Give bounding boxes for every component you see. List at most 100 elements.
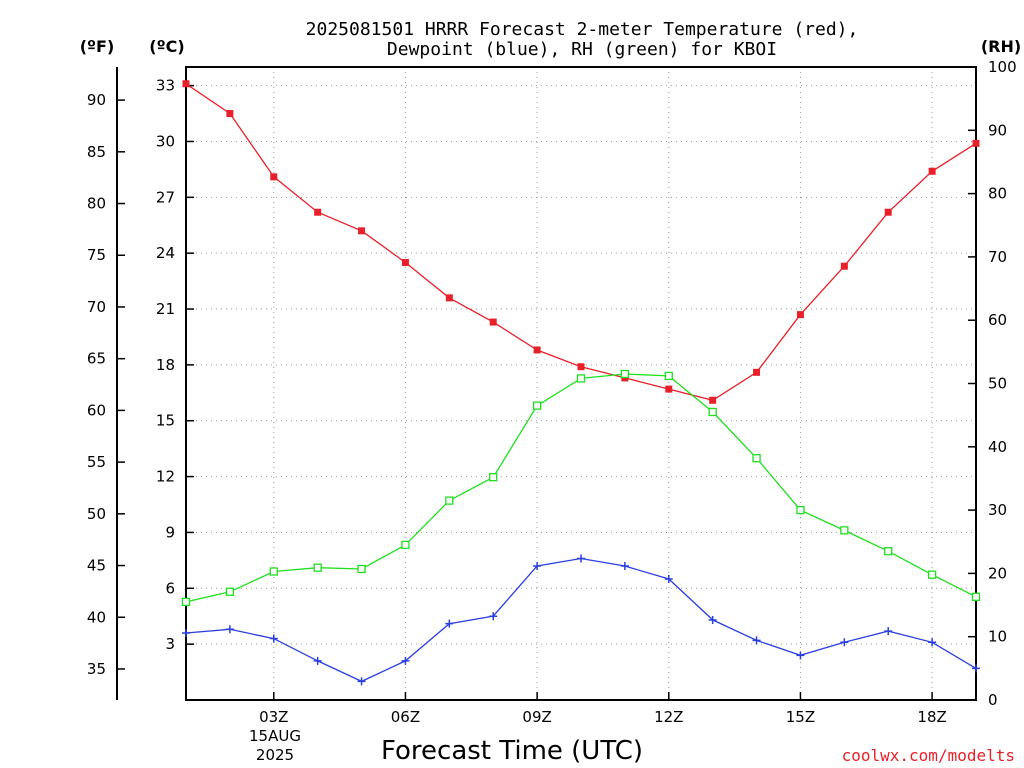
rh-tick-label: 10 — [988, 628, 1007, 646]
celsius-tick-label: 18 — [156, 356, 175, 374]
plot-frame — [185, 66, 977, 701]
dewpoint-point — [972, 664, 980, 673]
dewpoint-point — [840, 638, 849, 647]
rh-tick-label: 90 — [988, 121, 1007, 139]
x-tick-label: 09Z — [522, 708, 551, 726]
dewpoint-point — [225, 625, 234, 634]
rh-axis: 0 10 20 30 40 50 60 70 80 90 100 — [968, 58, 1017, 709]
fahrenheit-tick-label: 85 — [87, 143, 106, 161]
dewpoint-series-line — [185, 557, 977, 683]
fahrenheit-unit-label: (ºF) — [80, 37, 115, 56]
chart-title-line-2: Dewpoint (blue), RH (green) for KBOI — [387, 39, 777, 60]
rh-tick-label: 80 — [988, 185, 1007, 203]
rh-tick-label: 100 — [988, 58, 1017, 76]
fahrenheit-tick-label: 60 — [87, 401, 106, 419]
temperature-point — [401, 258, 409, 266]
rh-point — [181, 597, 191, 607]
dewpoint-point — [269, 634, 278, 643]
celsius-tick-label: 27 — [156, 188, 175, 206]
x-axis-label: Forecast Time (UTC) — [381, 736, 643, 766]
dewpoint-point — [577, 554, 585, 563]
temperature-point — [840, 262, 848, 270]
temperature-point — [445, 294, 453, 302]
rh-tick-label: 70 — [988, 248, 1007, 266]
rh-point — [357, 564, 366, 574]
series — [181, 80, 981, 686]
temperature-point — [753, 368, 761, 376]
celsius-tick-label: 24 — [156, 244, 175, 262]
temperature-series-line — [185, 83, 977, 401]
dewpoint-point — [752, 636, 761, 645]
rh-series-line — [185, 373, 977, 603]
temperature-point — [577, 363, 585, 371]
date-label-day: 15AUG — [249, 727, 301, 745]
celsius-tick-label: 21 — [156, 300, 175, 318]
grid — [186, 67, 976, 700]
rh-point — [708, 407, 717, 417]
temperature-point — [270, 173, 278, 181]
fahrenheit-tick-label: 75 — [87, 246, 106, 264]
x-tick-label: 06Z — [391, 708, 420, 726]
fahrenheit-tick-label: 40 — [87, 608, 106, 626]
rh-point — [884, 547, 893, 556]
temperature-point — [489, 318, 497, 326]
rh-tick-label: 40 — [988, 438, 1007, 456]
rh-tick-label: 20 — [988, 564, 1007, 582]
temperature-point — [226, 110, 234, 118]
rh-point — [445, 496, 454, 505]
x-tick-label: 12Z — [654, 708, 683, 726]
dewpoint-point — [664, 574, 673, 583]
rh-point — [401, 540, 410, 550]
temperature-point — [972, 139, 980, 147]
date-label-year: 2025 — [256, 746, 294, 764]
rh-tick-label: 50 — [988, 375, 1007, 393]
rh-point — [840, 526, 849, 535]
rh-point — [664, 371, 673, 381]
rh-point — [269, 567, 278, 576]
celsius-tick-label: 12 — [156, 468, 175, 486]
dewpoint-point — [182, 628, 190, 637]
dewpoint-point — [620, 561, 629, 570]
dewpoint-point — [357, 677, 366, 686]
dewpoint-point — [313, 656, 322, 665]
celsius-axis: 3 6 9 12 15 18 21 24 27 30 33 — [156, 77, 194, 653]
time-axis: 03Z 06Z 09Z 12Z 15Z 18Z — [259, 692, 947, 726]
dewpoint-point — [928, 638, 937, 647]
dewpoint-point — [489, 612, 498, 621]
fahrenheit-tick-label: 80 — [87, 195, 106, 213]
fahrenheit-tick-label: 50 — [87, 505, 106, 523]
rh-point — [796, 505, 805, 515]
dewpoint-point — [884, 627, 893, 636]
temperature-point — [182, 80, 190, 88]
fahrenheit-tick-label: 45 — [87, 557, 106, 575]
temperature-point — [884, 208, 892, 216]
temperature-point — [709, 396, 717, 404]
rh-tick-label: 30 — [988, 501, 1007, 519]
fahrenheit-tick-label: 65 — [87, 350, 106, 368]
celsius-unit-label: (ºC) — [149, 37, 184, 56]
rh-point — [225, 587, 235, 596]
celsius-tick-label: 33 — [156, 77, 175, 95]
rh-point — [489, 473, 498, 482]
fahrenheit-axis: 35 40 45 50 55 60 65 70 75 80 85 90 — [87, 91, 125, 678]
rh-point — [313, 563, 322, 572]
dewpoint-point — [796, 651, 805, 660]
temperature-point — [533, 346, 541, 354]
fahrenheit-tick-label: 35 — [87, 660, 106, 678]
chart-title-line-1: 2025081501 HRRR Forecast 2-meter Tempera… — [306, 19, 859, 40]
dewpoint-point — [708, 615, 717, 624]
x-tick-label: 18Z — [917, 708, 946, 726]
x-tick-label: 03Z — [259, 708, 288, 726]
credit-link[interactable]: coolwx.com/modelts — [842, 746, 1015, 765]
rh-tick-label: 60 — [988, 311, 1007, 329]
celsius-tick-label: 9 — [165, 523, 175, 541]
rh-point — [620, 369, 630, 379]
dewpoint-point — [533, 561, 542, 570]
temperature-point — [796, 311, 804, 319]
celsius-tick-label: 3 — [165, 635, 175, 653]
rh-unit-label: (RH) — [981, 37, 1021, 56]
rh-point — [532, 401, 542, 410]
temperature-point — [314, 208, 322, 216]
temperature-point — [928, 167, 936, 175]
